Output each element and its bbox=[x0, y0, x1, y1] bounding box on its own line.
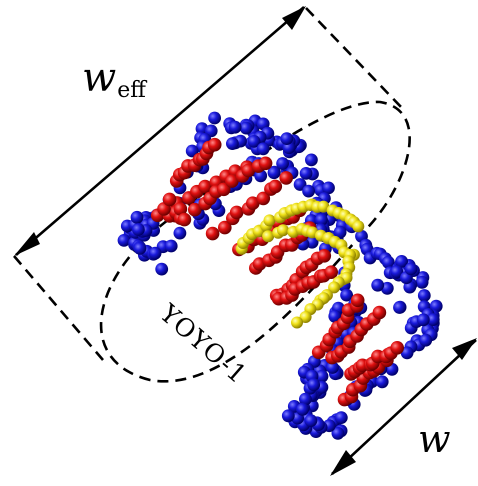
atom-sphere bbox=[268, 179, 283, 194]
weff-arrowhead-left bbox=[14, 232, 40, 256]
atom-sphere bbox=[393, 301, 406, 314]
w-dimension-line bbox=[331, 339, 477, 475]
atom-sphere bbox=[258, 156, 273, 171]
atom-sphere bbox=[334, 411, 348, 424]
w-arrowhead-bottom bbox=[330, 450, 356, 476]
atom-sphere bbox=[226, 137, 239, 151]
atom-sphere bbox=[225, 174, 239, 188]
weff-arrowhead-right bbox=[282, 6, 306, 30]
atom-sphere bbox=[400, 346, 414, 360]
atom-sphere bbox=[415, 275, 429, 289]
atom-sphere bbox=[262, 230, 275, 243]
atom-sphere bbox=[324, 265, 339, 280]
atom-sphere bbox=[299, 311, 312, 323]
atom-sphere bbox=[315, 213, 328, 227]
dna-molecule bbox=[117, 111, 443, 440]
atom-sphere bbox=[328, 309, 342, 323]
atom-sphere bbox=[326, 361, 339, 374]
atom-sphere bbox=[185, 144, 199, 158]
atom-sphere bbox=[315, 369, 329, 383]
effective-width-subscript: eff bbox=[117, 78, 146, 103]
atom-sphere bbox=[371, 278, 385, 292]
atom-sphere bbox=[198, 179, 212, 194]
w-arrowhead-top bbox=[452, 338, 477, 360]
atom-sphere bbox=[296, 402, 309, 416]
atom-sphere bbox=[256, 191, 271, 206]
atom-sphere bbox=[279, 171, 294, 185]
weff-extension-top bbox=[305, 7, 403, 109]
atom-sphere bbox=[229, 205, 244, 220]
atom-sphere bbox=[299, 392, 312, 406]
atom-sphere bbox=[340, 288, 353, 302]
atom-sphere bbox=[307, 378, 321, 392]
atom-sphere bbox=[381, 255, 395, 269]
atom-sphere bbox=[352, 220, 365, 233]
atom-sphere bbox=[375, 375, 389, 389]
atom-sphere bbox=[317, 200, 330, 213]
atom-sphere bbox=[350, 293, 365, 308]
atom-sphere bbox=[380, 281, 394, 295]
atom-sphere bbox=[208, 111, 222, 125]
atom-sphere bbox=[117, 234, 131, 247]
atom-sphere bbox=[304, 414, 318, 427]
atom-sphere bbox=[241, 163, 256, 178]
atom-sphere bbox=[246, 196, 260, 210]
atom-sphere bbox=[280, 132, 294, 146]
atom-sphere bbox=[419, 333, 433, 347]
atom-sphere bbox=[305, 153, 318, 167]
atom-sphere bbox=[177, 212, 192, 227]
atom-sphere bbox=[328, 281, 341, 294]
atom-sphere bbox=[302, 184, 315, 198]
atom-sphere bbox=[207, 137, 222, 152]
width-label: w bbox=[418, 417, 451, 461]
atom-sphere bbox=[205, 226, 220, 241]
atom-sphere bbox=[148, 246, 162, 260]
atom-sphere bbox=[173, 226, 187, 240]
atom-sphere bbox=[426, 313, 440, 326]
atom-sphere bbox=[188, 202, 202, 217]
atom-sphere bbox=[263, 214, 276, 227]
atom-sphere bbox=[173, 202, 188, 216]
atom-sphere bbox=[281, 409, 295, 423]
atom-sphere bbox=[322, 181, 335, 195]
atom-sphere bbox=[291, 316, 303, 329]
atom-sphere bbox=[164, 239, 178, 253]
atom-sphere bbox=[239, 121, 253, 135]
atom-sphere bbox=[404, 262, 418, 276]
atom-sphere bbox=[299, 167, 313, 180]
atom-sphere bbox=[390, 265, 404, 279]
atom-sphere bbox=[132, 223, 145, 236]
atom-sphere bbox=[417, 289, 431, 302]
atom-sphere bbox=[130, 210, 144, 224]
atom-sphere bbox=[277, 224, 289, 237]
atom-sphere bbox=[390, 341, 405, 355]
atom-sphere bbox=[267, 166, 281, 180]
effective-width-label: weff bbox=[82, 58, 146, 102]
weff-extension-bottom bbox=[13, 255, 104, 361]
atom-sphere bbox=[372, 305, 387, 320]
atom-sphere bbox=[333, 225, 347, 239]
atom-sphere bbox=[256, 142, 270, 156]
weff-dimension-line bbox=[15, 6, 305, 256]
atom-sphere bbox=[162, 192, 177, 207]
atom-sphere bbox=[416, 313, 430, 327]
atom-sphere bbox=[133, 242, 147, 255]
atom-sphere bbox=[228, 120, 242, 134]
atom-sphere bbox=[276, 157, 289, 170]
atom-sphere bbox=[395, 255, 408, 268]
atom-sphere bbox=[218, 220, 232, 235]
atom-sphere bbox=[247, 135, 261, 148]
yoyo-region-ellipse bbox=[99, 100, 411, 383]
atom-sphere bbox=[155, 262, 169, 276]
effective-width-symbol: w bbox=[82, 55, 117, 101]
atom-sphere bbox=[331, 426, 345, 440]
atom-sphere bbox=[317, 249, 332, 263]
